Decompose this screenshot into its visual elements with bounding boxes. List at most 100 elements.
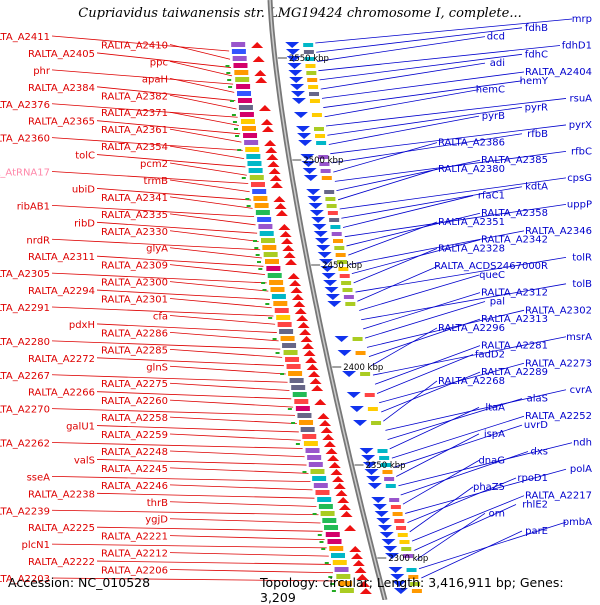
reverse-gene-arrow — [297, 133, 312, 139]
gene-feature-block — [239, 112, 254, 117]
forward-gene-arrow — [255, 77, 268, 83]
right-gene-label: RALTA_A2386 — [438, 138, 505, 149]
gene-feature-block — [352, 337, 363, 341]
right-gene-label: RALTA_A2217 — [525, 491, 592, 502]
right-gene-label: ltaA — [485, 402, 505, 413]
left-label-connector — [51, 577, 336, 582]
gene-feature-block — [312, 476, 327, 481]
forward-gene-arrow — [333, 483, 346, 489]
right-gene-label: tolR — [572, 252, 592, 263]
forward-gene-arrow — [278, 224, 291, 230]
gene-feature-block — [384, 477, 395, 481]
gene-feature-block — [303, 441, 318, 446]
left-gene-label: nrdR — [26, 235, 50, 246]
right-label-connector — [355, 256, 567, 293]
right-gene-label: queC — [479, 270, 505, 281]
forward-gene-arrow — [308, 371, 321, 377]
gene-feature-block — [231, 42, 246, 47]
forward-gene-arrow — [252, 56, 265, 62]
right-label-connector — [389, 407, 480, 450]
right-label-connector — [349, 230, 525, 265]
left-gene-label: RALTA_A2246 — [101, 481, 168, 492]
left-gene-label: RALTA_A2411 — [0, 32, 50, 43]
forward-gene-arrow — [274, 203, 287, 209]
gene-feature-block — [313, 483, 328, 488]
left-gene-label: galU1 — [66, 422, 95, 433]
gene-feature-block — [274, 308, 289, 313]
gene-feature-block — [270, 287, 285, 292]
gene-feature-block — [327, 539, 342, 544]
gene-feature-block — [321, 176, 332, 180]
left-label-connector — [96, 86, 236, 102]
gene-feature-block — [408, 575, 419, 579]
right-gene-label: polA — [570, 464, 592, 475]
gene-marker — [253, 240, 258, 242]
left-gene-label: RALTA_A2270 — [0, 405, 50, 416]
gene-feature-block — [236, 84, 251, 89]
gene-marker — [272, 338, 277, 340]
left-label-connector — [51, 408, 296, 416]
reverse-gene-arrow — [291, 91, 306, 97]
reverse-gene-arrow — [371, 497, 386, 503]
gene-feature-block — [263, 252, 278, 257]
right-label-connector — [379, 362, 525, 404]
forward-gene-arrow — [287, 273, 300, 279]
gene-feature-block — [295, 406, 310, 411]
forward-gene-arrow — [293, 301, 306, 307]
right-gene-label: ispA — [484, 429, 505, 440]
right-label-connector — [368, 318, 481, 357]
right-gene-label: rhlE2 — [522, 500, 548, 511]
forward-gene-arrow — [352, 560, 365, 566]
right-label-connector — [348, 221, 438, 256]
forward-gene-arrow — [306, 364, 319, 370]
gene-feature-block — [335, 253, 346, 257]
gene-feature-block — [403, 554, 414, 558]
gene-marker — [245, 198, 250, 200]
gene-feature-block — [238, 105, 253, 110]
right-label-connector — [317, 36, 486, 62]
gene-feature-block — [401, 547, 412, 551]
gene-feature-block — [329, 546, 344, 551]
left-gene-label: RALTA_A2280 — [0, 337, 50, 348]
left-label-connector — [169, 281, 269, 292]
right-label-connector — [319, 53, 523, 81]
left-label-connector — [169, 365, 286, 375]
gene-feature-block — [396, 526, 407, 530]
gene-feature-block — [234, 70, 249, 75]
gene-marker — [319, 541, 324, 543]
right-label-connector — [366, 309, 525, 348]
gene-feature-block — [315, 490, 330, 495]
gene-feature-block — [233, 63, 248, 68]
forward-gene-arrow — [309, 378, 322, 384]
gene-marker — [233, 128, 238, 130]
right-gene-label: pal — [490, 296, 505, 307]
forward-gene-arrow — [281, 238, 294, 244]
gene-feature-block — [338, 267, 349, 271]
right-gene-label: RALTA_A2281 — [481, 341, 548, 352]
left-label-connector — [169, 145, 245, 160]
reverse-gene-arrow — [295, 126, 310, 132]
reverse-gene-arrow — [364, 469, 379, 475]
gene-feature-block — [318, 155, 329, 159]
gene-marker — [275, 352, 280, 354]
gene-feature-block — [254, 203, 269, 208]
left-label-connector — [169, 196, 253, 209]
left-gene-label: ribD — [74, 218, 95, 229]
right-label-connector — [402, 460, 480, 505]
left-gene-label: RALTA_A2286 — [101, 328, 168, 339]
gene-feature-block — [318, 504, 333, 509]
right-label-connector — [324, 89, 480, 118]
right-gene-label: rpoD1 — [517, 473, 548, 484]
left-gene-label: RALTA_A2294 — [28, 286, 95, 297]
gene-feature-block — [235, 77, 250, 82]
left-label-connector — [169, 518, 321, 524]
left-label-connector — [51, 442, 303, 449]
gene-marker — [262, 289, 267, 291]
right-gene-label: RALTA_A2312 — [481, 288, 548, 299]
reverse-gene-arrow — [324, 287, 339, 293]
left-label-connector — [169, 433, 301, 441]
left-label-connector — [169, 230, 259, 242]
axis-tick-label: 2300 kbp — [388, 554, 428, 564]
